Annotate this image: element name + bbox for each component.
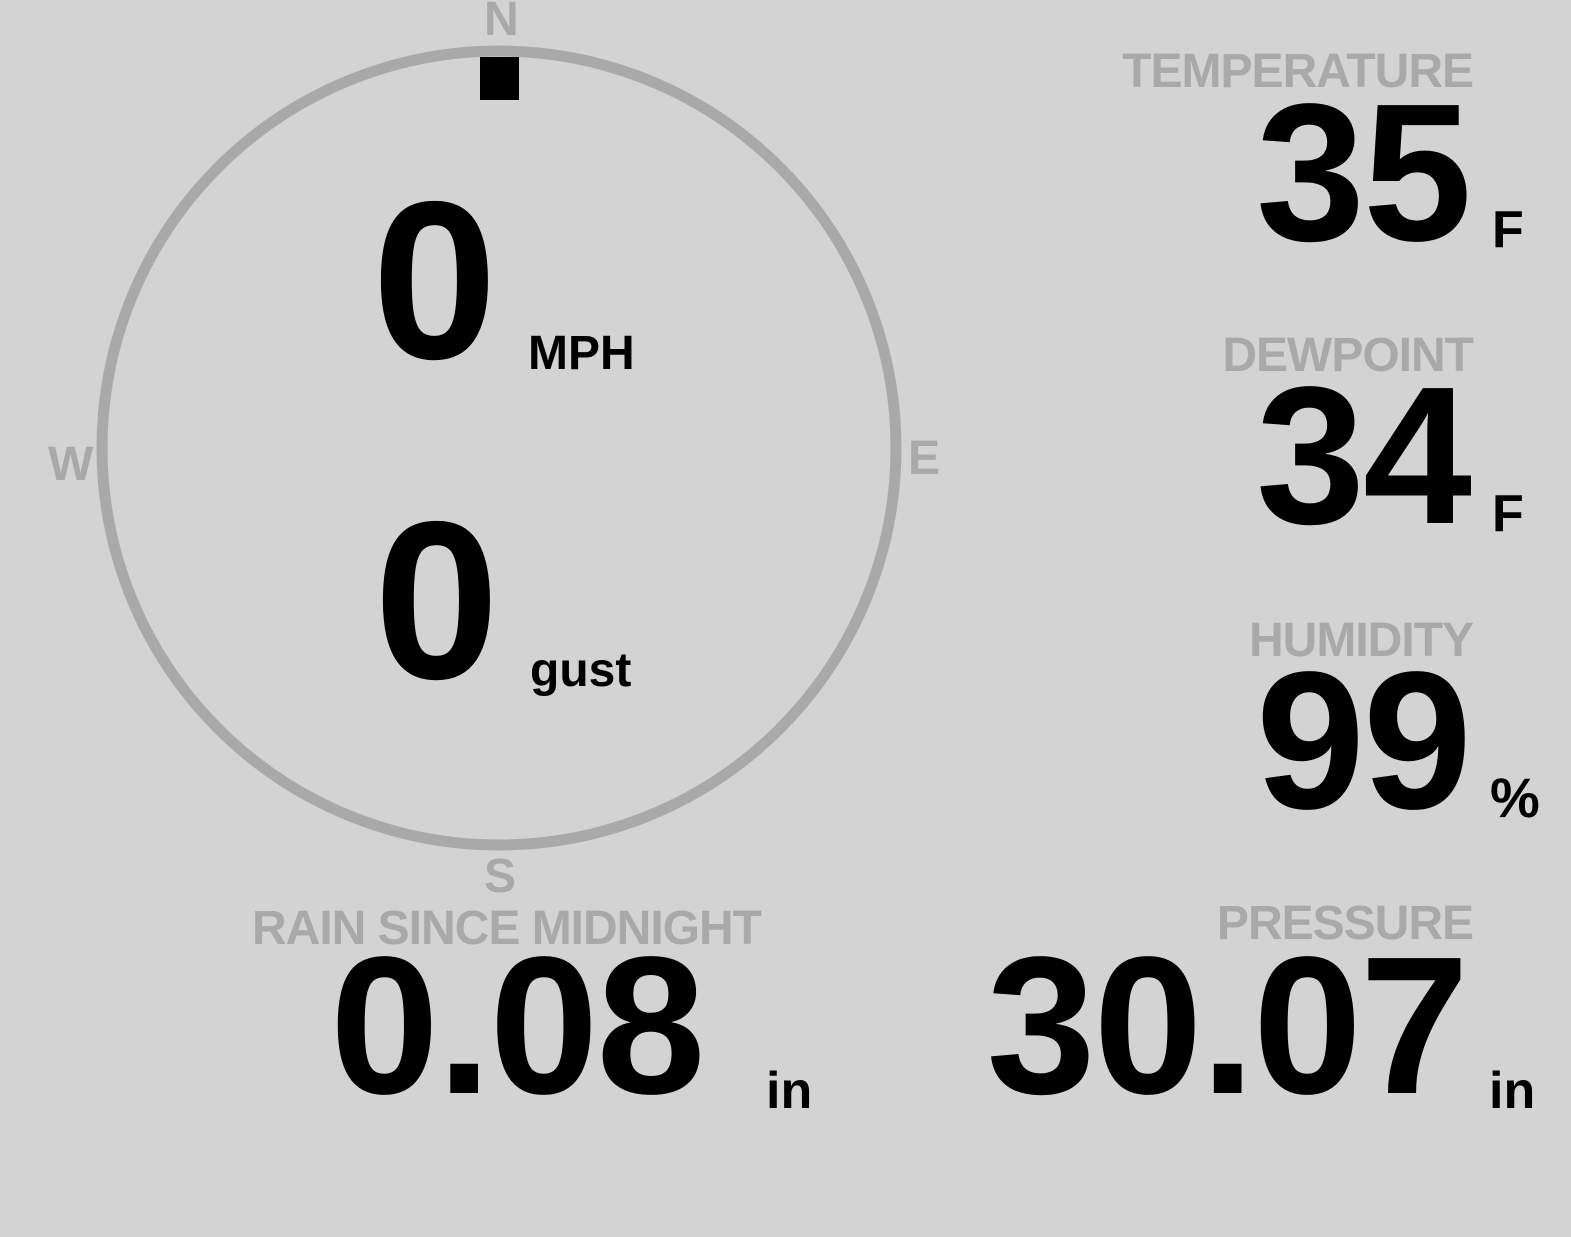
rain-label: RAIN SINCE MIDNIGHT: [252, 902, 762, 955]
humidity-value: 99: [1255, 631, 1472, 850]
compass-east-label: E: [908, 432, 940, 485]
compass-south-label: S: [484, 850, 516, 903]
pressure-value: 30.07: [986, 916, 1469, 1135]
dewpoint-value: 34: [1255, 346, 1472, 565]
dewpoint-unit: F: [1492, 485, 1524, 543]
wind-compass: [96, 45, 902, 851]
rain-value: 0.08: [330, 916, 705, 1135]
humidity-label: HUMIDITY: [1249, 614, 1474, 667]
wind-speed-unit: MPH: [528, 327, 635, 380]
temperature-value: 35: [1255, 63, 1472, 282]
dewpoint-label: DEWPOINT: [1222, 329, 1474, 382]
pressure-label: PRESSURE: [1216, 897, 1474, 950]
temperature-unit: F: [1492, 201, 1524, 259]
wind-gust-value: 0: [374, 474, 499, 726]
compass-west-label: W: [48, 438, 93, 491]
humidity-unit: %: [1490, 766, 1540, 829]
rain-unit: in: [766, 1062, 813, 1120]
compass-north-label: N: [484, 0, 519, 46]
pressure-unit: in: [1489, 1062, 1536, 1120]
compass-ring: [96, 45, 902, 851]
wind-speed-value: 0: [372, 154, 497, 406]
temperature-label: TEMPERATURE: [1122, 45, 1474, 98]
wind-direction-pointer: [480, 57, 519, 100]
wind-gust-unit: gust: [530, 644, 632, 697]
